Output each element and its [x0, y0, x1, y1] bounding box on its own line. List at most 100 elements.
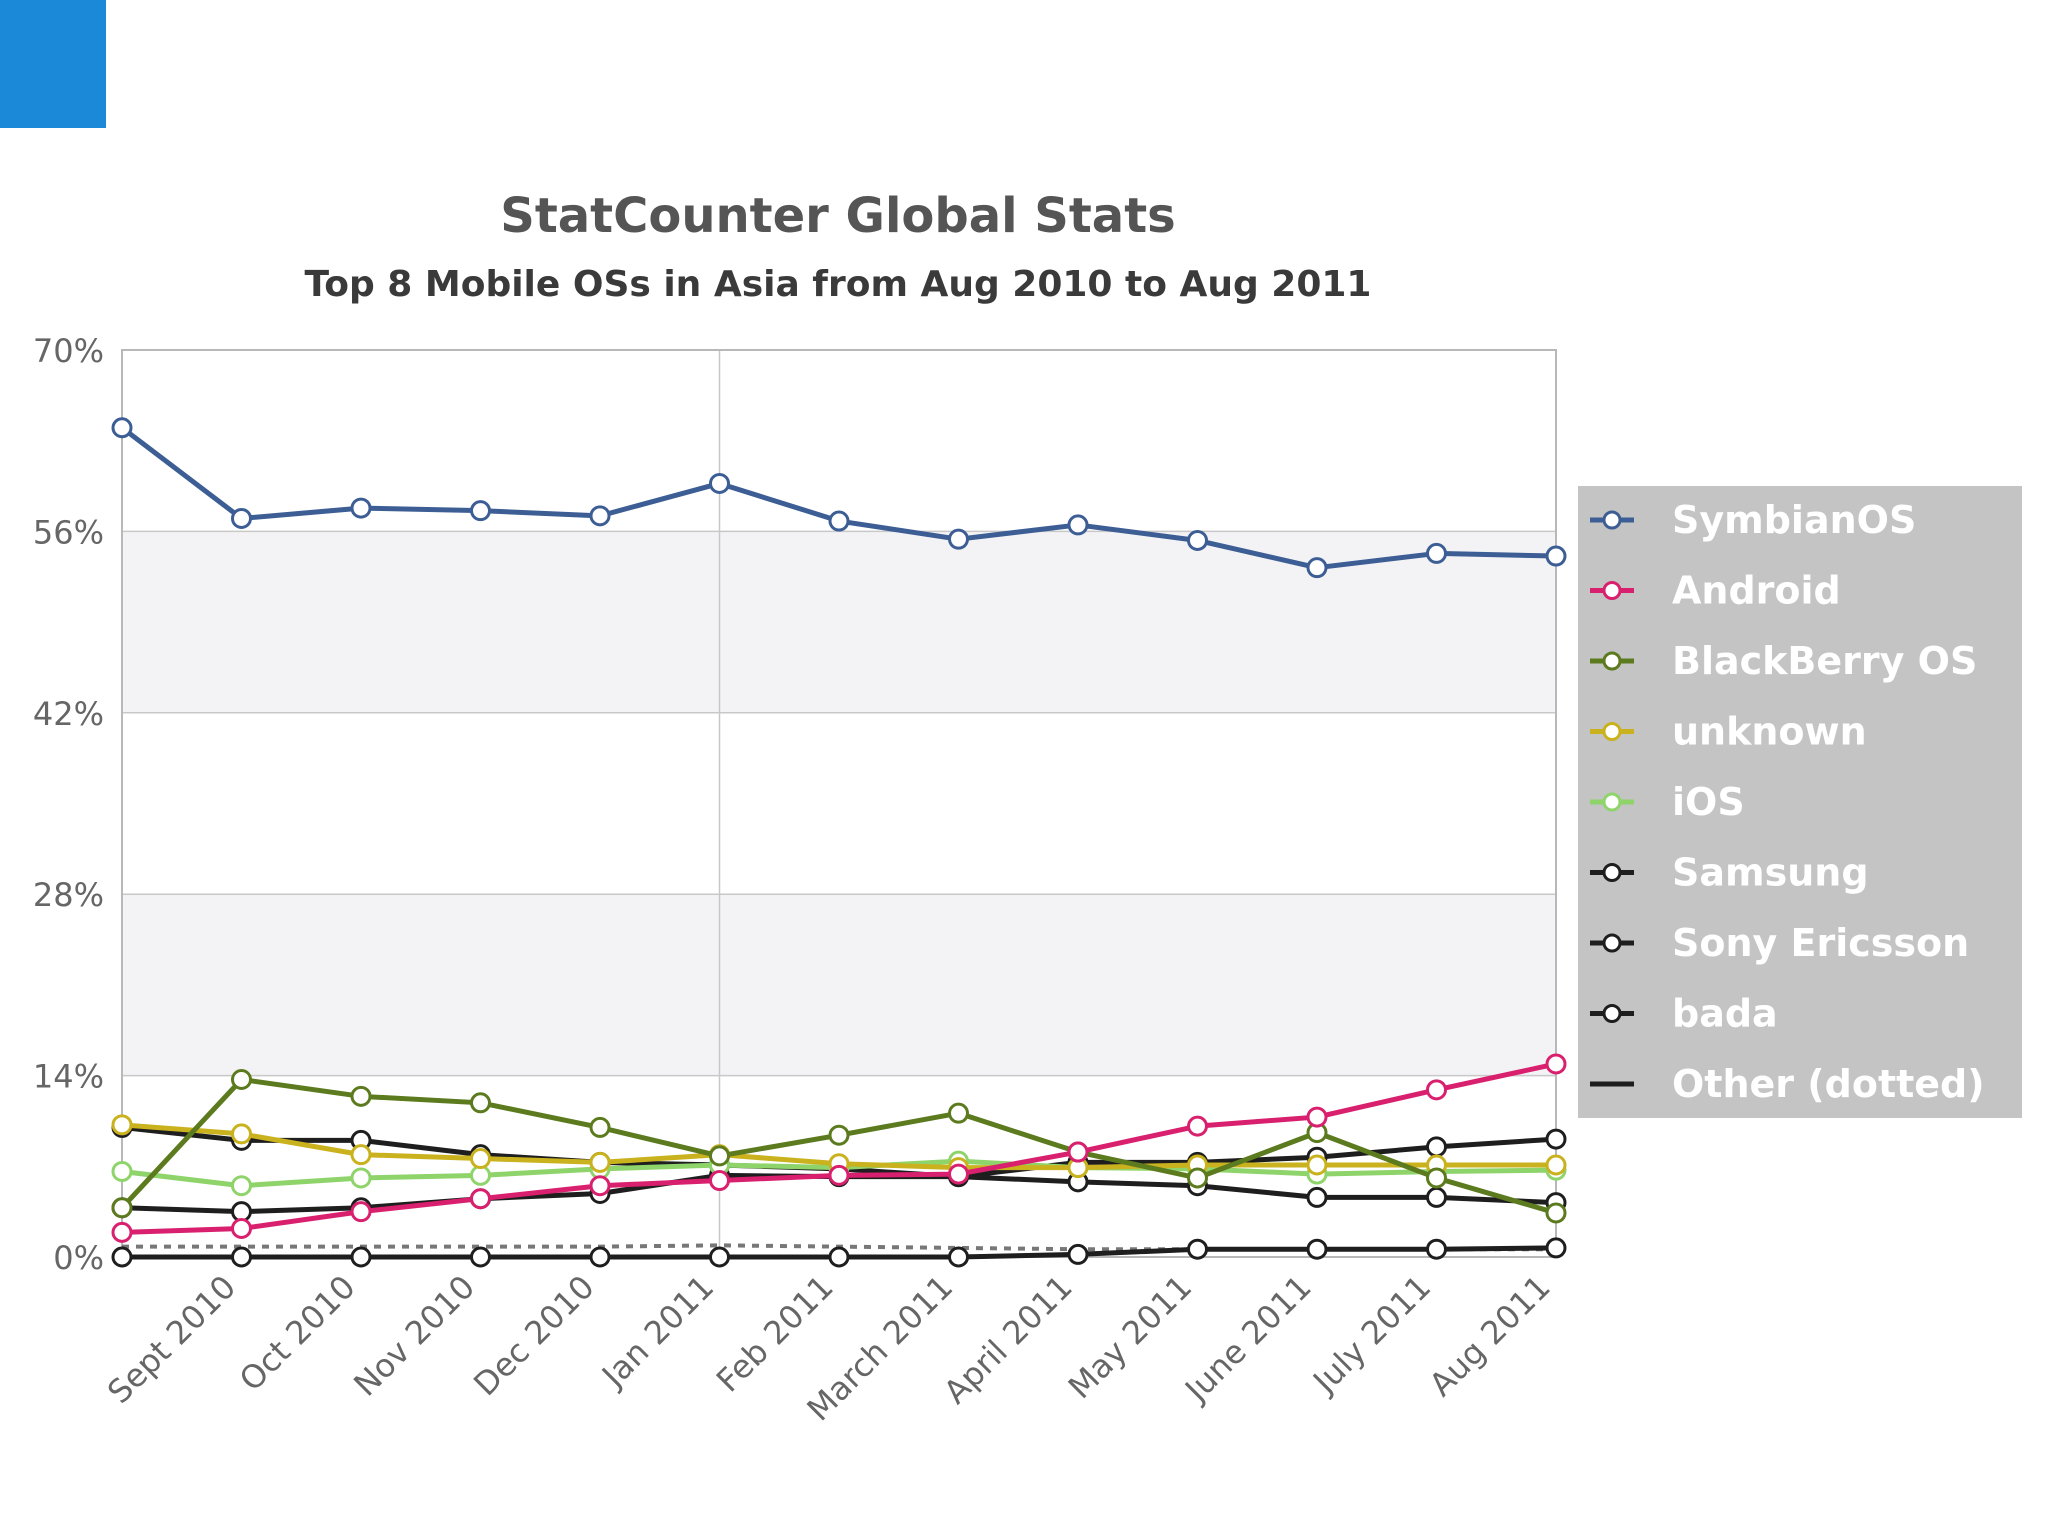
x-tick-label: Aug 2011 — [1422, 1268, 1558, 1404]
data-point-bada[interactable] — [470, 1246, 491, 1268]
data-point-bada[interactable] — [231, 1246, 252, 1268]
legend: SymbianOS Android BlackBerry OS unknown iOS S… — [1578, 486, 2022, 1118]
data-point-symbianos[interactable] — [350, 497, 372, 519]
legend-swatch-marker — [1602, 581, 1622, 600]
data-point-android[interactable] — [1545, 1053, 1567, 1075]
data-point-bada[interactable] — [828, 1246, 850, 1268]
data-point-android[interactable] — [948, 1163, 969, 1185]
data-point-ios[interactable] — [231, 1175, 252, 1197]
legend-item-ios[interactable]: iOS — [1590, 780, 1745, 824]
data-point-blackberry-os[interactable] — [1426, 1167, 1447, 1189]
data-point-symbianos[interactable] — [1187, 529, 1208, 551]
data-point-sony-ericsson[interactable] — [1306, 1186, 1328, 1208]
legend-item-android[interactable]: Android — [1590, 569, 1841, 613]
data-point-android[interactable] — [1187, 1115, 1208, 1137]
data-point-bada[interactable] — [948, 1246, 969, 1268]
chart-title: StatCounter Global Stats — [500, 188, 1175, 244]
data-point-symbianos[interactable] — [828, 510, 850, 532]
data-point-android[interactable] — [1426, 1079, 1447, 1101]
data-point-samsung[interactable] — [1426, 1136, 1447, 1158]
x-tick-label: June 2011 — [1176, 1268, 1318, 1410]
data-point-bada[interactable] — [1426, 1238, 1447, 1260]
data-point-unknown[interactable] — [1545, 1154, 1567, 1176]
data-point-blackberry-os[interactable] — [1545, 1202, 1567, 1224]
series-group — [111, 417, 1567, 1268]
data-point-unknown[interactable] — [111, 1114, 133, 1136]
y-axis-ticks: 0% 14% 28% 42% 56% 70% — [33, 332, 104, 1277]
data-point-bada[interactable] — [1067, 1243, 1089, 1265]
data-point-symbianos[interactable] — [589, 505, 611, 527]
data-point-blackberry-os[interactable] — [111, 1197, 133, 1219]
data-point-bada[interactable] — [1187, 1238, 1208, 1260]
data-point-blackberry-os[interactable] — [589, 1116, 611, 1138]
data-point-bada[interactable] — [350, 1246, 372, 1268]
data-point-sony-ericsson[interactable] — [1426, 1186, 1447, 1208]
data-point-blackberry-os[interactable] — [1187, 1167, 1208, 1189]
series-symbianos — [111, 417, 1567, 579]
legend-swatch-marker — [1602, 722, 1622, 741]
data-point-symbianos[interactable] — [470, 500, 491, 522]
legend-swatch-marker — [1602, 863, 1622, 882]
data-point-samsung[interactable] — [1545, 1128, 1567, 1150]
legend-item-symbianos[interactable]: SymbianOS — [1590, 498, 1916, 542]
legend-item-sony-ericsson[interactable]: Sony Ericsson — [1590, 921, 1969, 965]
legend-item-other-dotted[interactable]: Other (dotted) — [1590, 1062, 1985, 1106]
data-point-symbianos[interactable] — [111, 417, 133, 439]
data-point-symbianos[interactable] — [1545, 545, 1567, 567]
data-point-sony-ericsson[interactable] — [231, 1201, 252, 1223]
data-point-android[interactable] — [231, 1217, 252, 1239]
data-point-symbianos[interactable] — [1067, 514, 1089, 536]
legend-item-blackberry-os[interactable]: BlackBerry OS — [1590, 639, 1977, 683]
x-tick-label: Sept 2010 — [100, 1268, 243, 1411]
data-point-blackberry-os[interactable] — [470, 1092, 491, 1114]
data-point-symbianos[interactable] — [1426, 542, 1447, 564]
data-point-bada[interactable] — [1545, 1237, 1567, 1259]
data-point-symbianos[interactable] — [231, 507, 252, 529]
data-point-android[interactable] — [709, 1170, 730, 1192]
legend-label: Sony Ericsson — [1672, 921, 1969, 965]
y-tick-label: 56% — [33, 513, 104, 551]
x-tick-label: Nov 2010 — [346, 1268, 482, 1404]
data-point-symbianos[interactable] — [948, 528, 969, 550]
data-point-blackberry-os[interactable] — [948, 1102, 969, 1124]
data-point-blackberry-os[interactable] — [709, 1145, 730, 1167]
data-point-bada[interactable] — [1306, 1238, 1328, 1260]
data-point-android[interactable] — [111, 1221, 133, 1243]
y-tick-label: 70% — [33, 332, 104, 370]
data-point-symbianos[interactable] — [709, 472, 730, 494]
x-tick-label: Jan 2011 — [593, 1268, 721, 1396]
data-point-android[interactable] — [828, 1164, 850, 1186]
series-bada — [111, 1237, 1567, 1268]
data-point-unknown[interactable] — [589, 1151, 611, 1173]
legend-item-bada[interactable]: bada — [1590, 992, 1778, 1036]
legend-swatch-marker — [1602, 1004, 1622, 1023]
data-point-bada[interactable] — [589, 1246, 611, 1268]
data-point-ios[interactable] — [111, 1160, 133, 1182]
legend-label: SymbianOS — [1672, 498, 1916, 542]
data-point-unknown[interactable] — [1306, 1154, 1328, 1176]
data-point-android[interactable] — [1306, 1106, 1328, 1128]
data-point-ios[interactable] — [470, 1164, 491, 1186]
data-point-android[interactable] — [1067, 1141, 1089, 1163]
data-point-android[interactable] — [589, 1175, 611, 1197]
data-point-symbianos[interactable] — [1306, 557, 1328, 579]
x-tick-label: Oct 2010 — [232, 1268, 363, 1399]
data-point-blackberry-os[interactable] — [350, 1085, 372, 1107]
data-point-blackberry-os[interactable] — [828, 1124, 850, 1146]
legend-item-unknown[interactable]: unknown — [1590, 710, 1867, 754]
data-point-ios[interactable] — [350, 1167, 372, 1189]
data-point-android[interactable] — [470, 1188, 491, 1210]
legend-box — [1578, 486, 2022, 1118]
legend-item-samsung[interactable]: Samsung — [1590, 851, 1869, 895]
data-point-bada[interactable] — [111, 1246, 133, 1268]
legend-swatch-marker — [1602, 792, 1622, 812]
data-point-unknown[interactable] — [231, 1123, 252, 1145]
legend-label: Android — [1672, 569, 1841, 613]
data-point-bada[interactable] — [709, 1246, 730, 1268]
legend-label: Samsung — [1672, 851, 1869, 895]
chart-subtitle: Top 8 Mobile OSs in Asia from Aug 2010 t… — [305, 264, 1372, 305]
data-point-android[interactable] — [350, 1201, 372, 1223]
data-point-blackberry-os[interactable] — [231, 1068, 252, 1090]
data-point-unknown[interactable] — [350, 1144, 372, 1166]
data-point-unknown[interactable] — [470, 1148, 491, 1170]
